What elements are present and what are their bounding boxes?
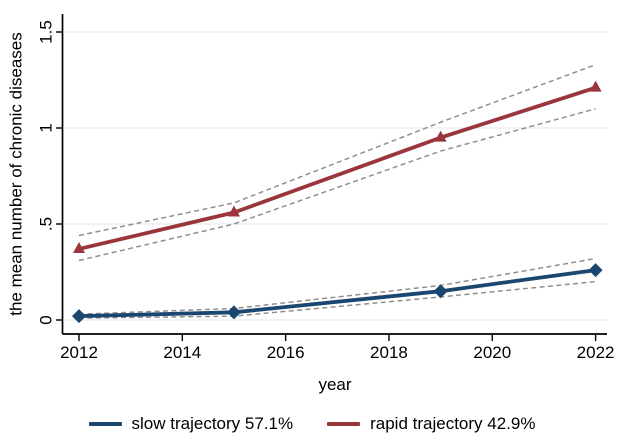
legend: slow trajectory 57.1% rapid trajectory 4… [0, 415, 624, 432]
marker-diamond-slow-2019 [433, 284, 448, 299]
y-tick-label-1.5: 1.5 [37, 20, 56, 44]
marker-diamond-slow-2022 [588, 263, 603, 278]
marker-triangle-rapid-2015 [227, 205, 240, 217]
x-tick-label-2020: 2020 [473, 343, 511, 362]
x-tick-label-2018: 2018 [370, 343, 408, 362]
marker-triangle-rapid-2019 [434, 130, 447, 142]
marker-triangle-rapid-2012 [73, 241, 85, 253]
x-axis-title: year [318, 375, 351, 394]
legend-item-slow: slow trajectory 57.1% [88, 414, 294, 433]
legend-item-rapid: rapid trajectory 42.9% [327, 415, 535, 432]
x-tick-label-2014: 2014 [163, 343, 201, 362]
ci-upper-rapid [78, 63, 596, 237]
marker-diamond-slow-2015 [226, 305, 241, 320]
x-tick-label-2022: 2022 [577, 343, 615, 362]
marker-triangle-rapid-2022 [589, 80, 602, 92]
legend-label-rapid-trajectory: rapid trajectory 42.9% [370, 414, 536, 433]
series-line-slow [77, 268, 598, 319]
marker-diamond-slow-2012 [72, 309, 86, 324]
series-line-rapid [77, 85, 598, 251]
y-tick-label-1: 1 [37, 123, 56, 132]
y-axis-title: the mean number of chronic diseases [7, 32, 26, 316]
legend-swatch-slow-trajectory [88, 421, 122, 426]
x-tick-label-2012: 2012 [60, 343, 98, 362]
legend-label-slow-trajectory: slow trajectory 57.1% [131, 414, 294, 433]
ci-lower-rapid [78, 108, 596, 262]
legend-swatch-rapid-trajectory [327, 421, 361, 426]
ci-upper-slow [78, 257, 596, 315]
y-tick-label-0: 0 [37, 315, 56, 324]
x-tick-label-2016: 2016 [267, 343, 305, 362]
ci-lower-slow [78, 280, 596, 319]
y-tick-label-0.5: .5 [37, 217, 56, 231]
